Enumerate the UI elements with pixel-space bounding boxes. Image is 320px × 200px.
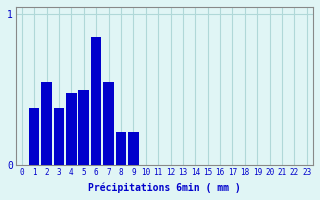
X-axis label: Précipitations 6min ( mm ): Précipitations 6min ( mm ) [88, 183, 241, 193]
Bar [41, 82, 52, 165]
Bar [116, 132, 126, 165]
Bar [66, 93, 76, 165]
Bar [29, 108, 39, 165]
Bar [91, 37, 101, 165]
Bar [78, 90, 89, 165]
Bar [103, 82, 114, 165]
Bar [54, 108, 64, 165]
Bar [128, 132, 139, 165]
